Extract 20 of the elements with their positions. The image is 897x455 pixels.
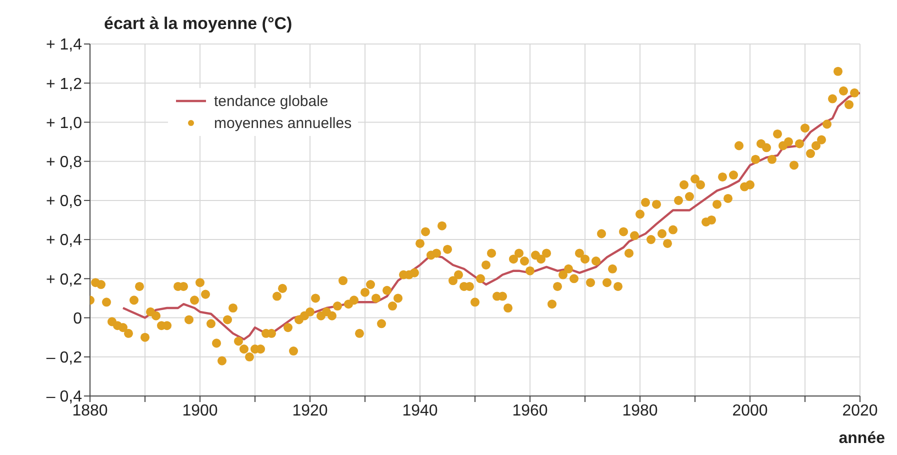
- x-tick-label: 1960: [512, 402, 548, 420]
- legend-label: moyennes annuelles: [214, 114, 352, 132]
- x-tick-label: 2020: [842, 402, 878, 420]
- y-tick-label: + 1,2: [46, 76, 82, 93]
- x-tick-label: 2000: [732, 402, 768, 420]
- y-axis-title: écart à la moyenne (°C): [104, 14, 292, 34]
- x-tick-label: 1980: [622, 402, 658, 420]
- y-tick-label: + 0,4: [46, 232, 82, 250]
- y-tick-label: + 0,6: [46, 193, 82, 210]
- y-tick-label: + 0,8: [46, 154, 82, 172]
- y-tick-label: + 1,0: [46, 114, 82, 132]
- x-axis-title: année: [838, 430, 885, 448]
- x-tick-label: 1940: [402, 402, 438, 420]
- x-tick-label: 1920: [292, 402, 328, 420]
- y-tick-label: + 1,4: [46, 36, 82, 54]
- y-tick-label: + 0,2: [46, 271, 82, 288]
- y-tick-label: 0: [73, 310, 82, 328]
- legend-label: tendance globale: [214, 92, 328, 110]
- x-tick-label: 1900: [182, 402, 218, 420]
- y-tick-label: – 0,2: [46, 350, 82, 367]
